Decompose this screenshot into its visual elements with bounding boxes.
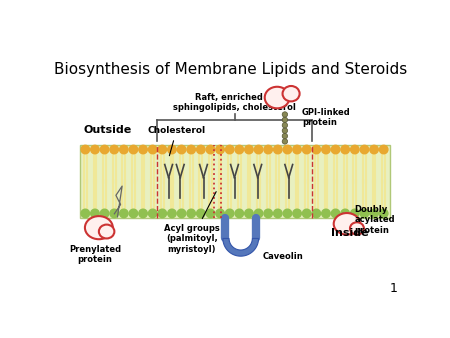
Circle shape xyxy=(322,209,330,218)
Circle shape xyxy=(225,145,234,154)
Circle shape xyxy=(168,145,176,154)
Circle shape xyxy=(245,145,253,154)
Circle shape xyxy=(168,209,176,218)
Circle shape xyxy=(282,139,288,144)
Circle shape xyxy=(302,209,311,218)
Circle shape xyxy=(206,145,215,154)
Text: Caveolin: Caveolin xyxy=(262,251,303,261)
Circle shape xyxy=(197,209,205,218)
Circle shape xyxy=(283,209,292,218)
Circle shape xyxy=(282,123,288,128)
Circle shape xyxy=(110,209,118,218)
Circle shape xyxy=(158,209,166,218)
Circle shape xyxy=(148,209,157,218)
Circle shape xyxy=(177,209,186,218)
Circle shape xyxy=(90,209,99,218)
Circle shape xyxy=(129,209,138,218)
Circle shape xyxy=(100,209,109,218)
Text: Raft, enriched in
sphingolipids, cholesterol: Raft, enriched in sphingolipids, cholest… xyxy=(173,93,296,112)
Circle shape xyxy=(206,209,215,218)
Circle shape xyxy=(341,209,350,218)
Circle shape xyxy=(322,145,330,154)
Ellipse shape xyxy=(350,222,364,235)
Circle shape xyxy=(379,209,388,218)
Circle shape xyxy=(245,209,253,218)
Circle shape xyxy=(120,209,128,218)
Ellipse shape xyxy=(283,86,300,101)
Circle shape xyxy=(235,209,243,218)
Circle shape xyxy=(254,145,263,154)
Circle shape xyxy=(81,209,90,218)
Circle shape xyxy=(187,209,195,218)
Text: 1: 1 xyxy=(389,282,397,295)
Circle shape xyxy=(110,145,118,154)
Circle shape xyxy=(81,145,90,154)
Circle shape xyxy=(187,145,195,154)
Circle shape xyxy=(351,145,359,154)
Circle shape xyxy=(129,145,138,154)
Circle shape xyxy=(331,145,340,154)
Circle shape xyxy=(282,117,288,123)
Text: Outside: Outside xyxy=(83,125,131,135)
Text: Prenylated
protein: Prenylated protein xyxy=(69,245,121,264)
Circle shape xyxy=(282,112,288,117)
Circle shape xyxy=(90,145,99,154)
Circle shape xyxy=(197,145,205,154)
Circle shape xyxy=(360,145,369,154)
Text: Biosynthesis of Membrane Lipids and Steroids: Biosynthesis of Membrane Lipids and Ster… xyxy=(54,62,407,77)
Circle shape xyxy=(293,209,302,218)
Circle shape xyxy=(282,134,288,139)
Circle shape xyxy=(254,209,263,218)
Circle shape xyxy=(177,145,186,154)
Ellipse shape xyxy=(265,87,289,108)
Circle shape xyxy=(120,145,128,154)
Circle shape xyxy=(283,145,292,154)
Circle shape xyxy=(302,145,311,154)
Text: Doubly
acylated
protein: Doubly acylated protein xyxy=(355,205,395,235)
Circle shape xyxy=(341,145,350,154)
Circle shape xyxy=(293,145,302,154)
Circle shape xyxy=(148,145,157,154)
Circle shape xyxy=(235,145,243,154)
Circle shape xyxy=(312,145,320,154)
Circle shape xyxy=(274,209,282,218)
Text: GPI-linked
protein: GPI-linked protein xyxy=(302,108,351,127)
Circle shape xyxy=(274,145,282,154)
Text: Acyl groups
(palmitoyl,
myristoyl): Acyl groups (palmitoyl, myristoyl) xyxy=(164,192,220,254)
Circle shape xyxy=(100,145,109,154)
Circle shape xyxy=(158,145,166,154)
Circle shape xyxy=(139,209,147,218)
Circle shape xyxy=(264,145,272,154)
Circle shape xyxy=(331,209,340,218)
Circle shape xyxy=(139,145,147,154)
Polygon shape xyxy=(223,238,258,256)
Circle shape xyxy=(264,209,272,218)
Text: Cholesterol: Cholesterol xyxy=(147,126,206,156)
Circle shape xyxy=(370,209,378,218)
Circle shape xyxy=(379,145,388,154)
Circle shape xyxy=(360,209,369,218)
Circle shape xyxy=(216,209,224,218)
Bar xyxy=(80,145,390,218)
Ellipse shape xyxy=(334,213,360,235)
Circle shape xyxy=(312,209,320,218)
Circle shape xyxy=(225,209,234,218)
Text: Inside: Inside xyxy=(331,228,369,238)
Circle shape xyxy=(370,145,378,154)
Circle shape xyxy=(282,128,288,134)
Circle shape xyxy=(216,145,224,154)
Ellipse shape xyxy=(99,224,114,238)
Ellipse shape xyxy=(85,216,113,239)
Circle shape xyxy=(351,209,359,218)
